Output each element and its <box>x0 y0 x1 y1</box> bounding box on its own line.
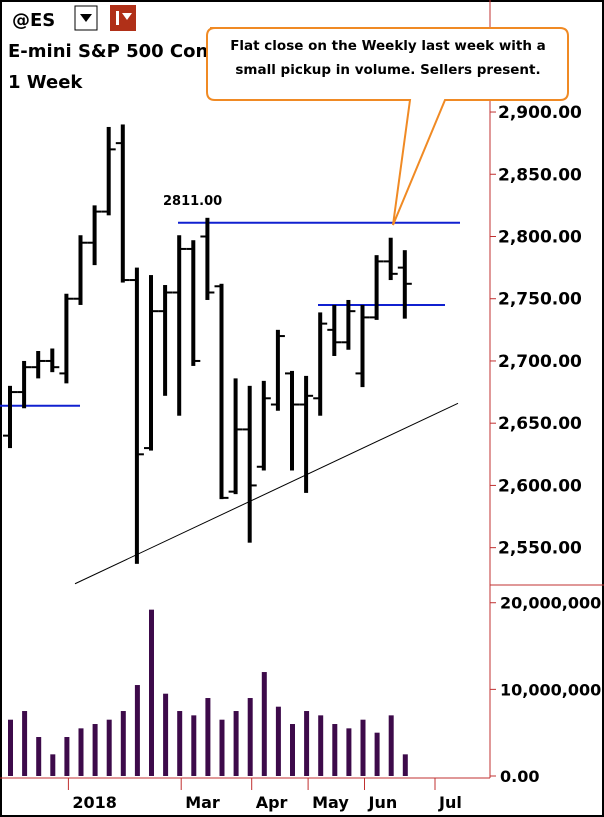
volume-bar <box>120 711 126 776</box>
dropdown-arrow <box>80 14 92 22</box>
ohlc-range <box>78 235 83 305</box>
ohlc-range <box>304 375 309 493</box>
x-tick-label: Apr <box>256 793 288 812</box>
volume-bar <box>50 754 56 776</box>
ohlc-range <box>8 385 12 449</box>
volume-bar <box>360 719 366 776</box>
x-tick-label: 2018 <box>72 793 117 812</box>
ohlc-range <box>163 285 168 396</box>
chart-title: E-mini S&P 500 Cont <box>8 41 217 62</box>
volume-bar <box>177 711 183 776</box>
ohlc-range <box>36 351 41 379</box>
callout-text: Flat close on the Weekly last week with … <box>230 38 546 78</box>
ohlc-range <box>134 267 139 564</box>
volume-bar <box>219 719 225 776</box>
x-tick-label: Jun <box>368 793 398 812</box>
ohlc-range <box>120 124 125 283</box>
y-tick-label: 2,650.00 <box>498 414 582 434</box>
ohlc-range <box>374 255 379 320</box>
y2-tick-label: 20,000,000 <box>500 594 601 613</box>
y2-tick-label: 10,000,000 <box>500 680 601 699</box>
ohlc-range <box>247 385 252 543</box>
ohlc-range <box>205 217 210 300</box>
volume-bar <box>78 728 84 776</box>
ohlc-range <box>360 304 365 388</box>
y-tick-label: 2,700.00 <box>498 352 582 372</box>
volume-bar <box>332 724 338 776</box>
volume-bar <box>318 715 324 776</box>
volume-bar <box>304 711 310 776</box>
volume-bar <box>163 693 169 776</box>
y-tick-label: 2,550.00 <box>498 539 582 559</box>
symbol: @ES <box>12 10 55 31</box>
volume-bar <box>388 715 394 776</box>
y-tick-label: 2,600.00 <box>498 476 582 496</box>
volume-bar <box>134 685 140 776</box>
indicator-icon <box>116 11 132 25</box>
level-label: 2811.00 <box>163 194 222 209</box>
y-tick-label: 2,900.00 <box>498 103 582 123</box>
y2-tick-label: 0.00 <box>500 767 539 786</box>
y-tick-label: 2,850.00 <box>498 165 582 185</box>
volume-bar <box>290 724 295 776</box>
callout <box>206 27 569 226</box>
ohlc-range <box>191 240 196 366</box>
volume-bar <box>261 672 267 776</box>
ohlc-range <box>22 360 27 409</box>
chart-subtitle: 1 Week <box>8 72 83 93</box>
volume-bar <box>191 715 197 776</box>
volume-bar <box>275 706 281 776</box>
indicator-button[interactable] <box>110 5 136 31</box>
ohlc-range <box>233 378 238 495</box>
volume-bar <box>64 737 70 776</box>
volume-bar <box>106 719 112 776</box>
ohlc-range <box>92 205 97 266</box>
x-tick-label: Mar <box>185 793 220 812</box>
symbol-box[interactable] <box>8 6 70 32</box>
y-tick-label: 2,750.00 <box>498 290 582 310</box>
ohlc-range <box>261 380 266 471</box>
volume-bar <box>205 698 211 776</box>
volume-bar <box>92 724 98 776</box>
volume-bar <box>233 711 239 776</box>
volume-bar <box>22 711 28 776</box>
ohlc-range <box>290 370 294 471</box>
ohlc-range <box>106 126 111 216</box>
ohlc-range <box>64 293 69 384</box>
x-tick-label: Jul <box>438 793 462 812</box>
ohlc-range <box>177 235 182 416</box>
y-tick-label: 2,800.00 <box>498 227 582 247</box>
volume-bar <box>36 737 42 776</box>
volume-bar <box>374 732 380 776</box>
x-tick-label: May <box>312 793 349 812</box>
ohlc-range <box>275 329 280 411</box>
volume-bar <box>247 698 253 776</box>
ohlc-range <box>388 237 393 281</box>
volume-bar <box>149 609 154 776</box>
volume-bar <box>8 719 13 776</box>
ohlc-range <box>318 312 323 416</box>
ohlc-range <box>149 275 153 451</box>
volume-bar <box>346 728 352 776</box>
callout-box: Flat close on the Weekly last week with … <box>230 38 546 78</box>
volume-bar <box>402 754 408 776</box>
ohlc-range <box>219 283 224 500</box>
ohlc-range <box>346 299 351 350</box>
